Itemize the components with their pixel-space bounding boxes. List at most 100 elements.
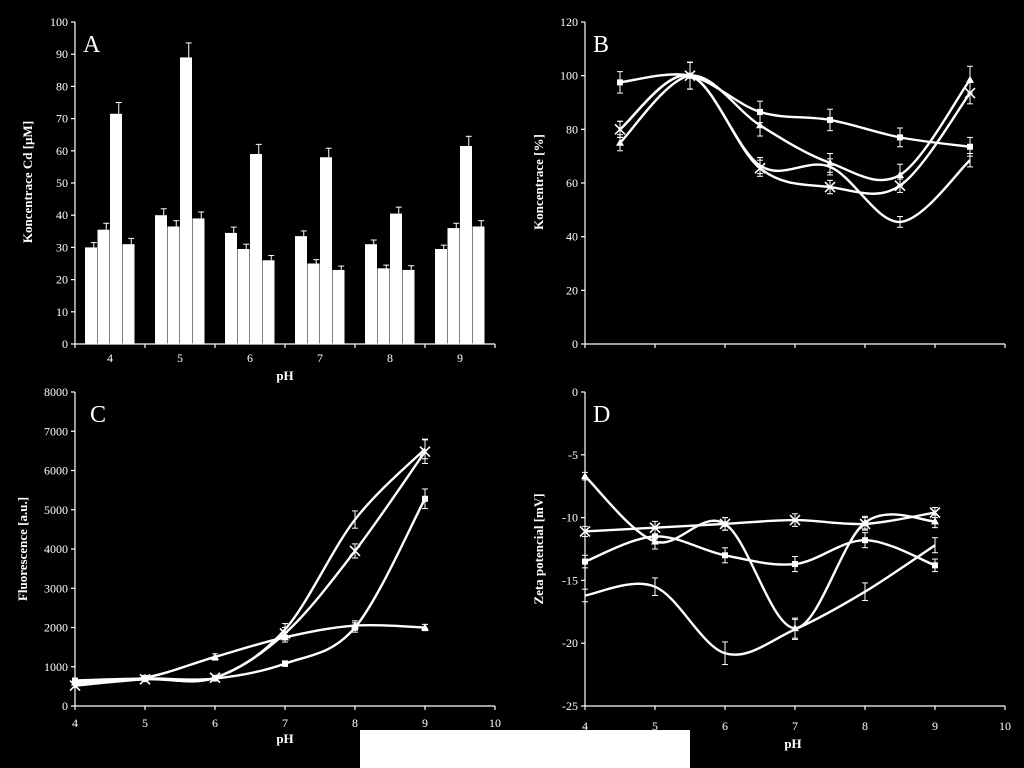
panel-d-xtick-label-1: 5 bbox=[652, 719, 658, 733]
panel-c-xlabel: pH bbox=[276, 731, 293, 746]
panel-b-series-2-point-4 bbox=[894, 180, 906, 192]
panel-d-series-2-point-2-stroke-2 bbox=[719, 518, 731, 530]
panel-d-series-2-point-0 bbox=[579, 525, 591, 537]
panel-d: D Zeta potencial [mV] pH -25 -20 -15 -10 -5 0… bbox=[531, 385, 1011, 751]
panel-b-ytick-label-6: 120 bbox=[560, 15, 578, 29]
panel-c-xtick-label-2: 6 bbox=[212, 716, 218, 730]
panel-d-series-2-point-5 bbox=[929, 507, 941, 519]
panel-a-bar-4-1 bbox=[377, 268, 390, 344]
panel-d-xlabel: pH bbox=[784, 736, 801, 751]
panel-a-bar-4-3 bbox=[402, 269, 415, 344]
panel-a-bar-5-3 bbox=[472, 226, 485, 344]
panel-a-bar-2-3 bbox=[262, 260, 275, 344]
panel-d-ylabel: Zeta potencial [mV] bbox=[531, 493, 546, 604]
panel-c-xtick-label-6: 10 bbox=[489, 716, 501, 730]
panel-a-ylabel: Koncentrace Cd [µM] bbox=[20, 121, 35, 243]
panel-c-xtick-label-0: 4 bbox=[72, 716, 78, 730]
panel-d-series-2-line bbox=[584, 511, 936, 533]
panel-d-series-1-point-5 bbox=[931, 517, 939, 525]
panel-d-ytick-label-3: -10 bbox=[562, 511, 578, 525]
panel-b-series-0-point-5 bbox=[967, 143, 973, 150]
panel-c-series-2-point-4-stroke-2 bbox=[349, 545, 361, 557]
panel-a-ytick-label-5: 50 bbox=[56, 176, 68, 190]
panel-b-series-1-point-2 bbox=[756, 121, 764, 129]
panel-c-series-1-point-5 bbox=[421, 623, 429, 631]
panel-c-series-1-point-4 bbox=[351, 621, 359, 629]
panel-c-xtick-label-5: 9 bbox=[422, 716, 428, 730]
panel-b-ytick-label-4: 80 bbox=[566, 122, 578, 136]
panel-d-ytick-label-4: -5 bbox=[568, 448, 578, 462]
panel-d-series-2-point-2 bbox=[719, 518, 731, 530]
panel-a-bar-0-3 bbox=[122, 244, 135, 344]
panel-d-series-2-point-0-stroke-2 bbox=[579, 525, 591, 537]
panel-d-ytick-label-5: 0 bbox=[572, 385, 578, 399]
panel-d-xtick-label-5: 9 bbox=[932, 719, 938, 733]
panel-b: B Koncentrace [%] 0 20 40 60 80 100 120 bbox=[531, 15, 1006, 351]
panel-a-plot: 0 10 20 30 40 50 60 70 80 90 100 4 5 6 7 8 9 bbox=[50, 15, 496, 365]
panel-a-bar-2-1 bbox=[237, 249, 250, 344]
panel-d-ytick-label-0: -25 bbox=[562, 699, 578, 713]
panel-d-series-1-line bbox=[584, 475, 936, 630]
panel-c-letter: C bbox=[90, 402, 106, 428]
panel-d-letter: D bbox=[593, 402, 610, 428]
panel-a-bar-3-0 bbox=[295, 236, 307, 344]
panel-c-ytick-label-0: 0 bbox=[62, 699, 68, 713]
panel-c-xtick-label-3: 7 bbox=[282, 716, 288, 730]
panel-a-letter: A bbox=[83, 32, 101, 58]
panel-a: A Koncentrace Cd [µM] pH 0 10 20 30 40 50 60 70… bbox=[20, 15, 496, 383]
panel-a-bar-1-1 bbox=[167, 226, 180, 344]
panel-b-series-1-line bbox=[619, 74, 971, 182]
panel-a-xtick-label-3: 7 bbox=[317, 351, 323, 365]
panel-a-bar-1-0 bbox=[155, 215, 167, 344]
panel-b-series-2-point-5-stroke-2 bbox=[964, 87, 976, 99]
panel-a-ytick-label-0: 0 bbox=[62, 337, 68, 351]
panel-d-series-1-point-1 bbox=[651, 537, 659, 545]
panel-d-series-2-point-1-stroke-2 bbox=[649, 522, 661, 534]
panel-d-ytick-label-1: -20 bbox=[562, 636, 578, 650]
panel-d-series-0-point-4 bbox=[862, 537, 868, 544]
panel-b-letter: B bbox=[593, 32, 609, 58]
panel-a-bar-1-3 bbox=[192, 218, 205, 344]
panel-a-bar-5-1 bbox=[447, 228, 460, 344]
panel-c-xtick-label-1: 5 bbox=[142, 716, 148, 730]
panel-d-series-2-point-4 bbox=[859, 518, 871, 530]
panel-b-series-0-point-3 bbox=[827, 116, 833, 123]
panel-a-xtick-label-0: 4 bbox=[107, 351, 113, 365]
panel-d-series-0-point-2 bbox=[722, 552, 728, 559]
panel-b-plot: 0 20 40 60 80 100 120 bbox=[560, 15, 1006, 351]
panel-c-series-1-point-2 bbox=[211, 652, 219, 660]
panel-a-bar-5-2 bbox=[460, 145, 472, 344]
panel-b-ytick-label-2: 40 bbox=[566, 230, 578, 244]
panel-b-series-1-point-4 bbox=[896, 170, 904, 178]
panel-d-series-0-point-3 bbox=[792, 561, 798, 568]
panel-a-ytick-label-7: 70 bbox=[56, 112, 68, 126]
panel-a-ytick-label-9: 90 bbox=[56, 47, 68, 61]
panel-c-ytick-label-8: 8000 bbox=[44, 385, 68, 399]
panel-d-series-0-line bbox=[584, 535, 936, 567]
panel-b-series-3-line bbox=[619, 74, 971, 224]
panel-b-series-1-point-5 bbox=[966, 75, 974, 83]
panel-b-series-0-point-4 bbox=[897, 134, 903, 141]
panel-b-ylabel: Koncentrace [%] bbox=[531, 134, 546, 230]
panel-b-series-0-point-0 bbox=[617, 79, 623, 86]
panel-a-bar-2-2 bbox=[250, 154, 262, 344]
panel-c-ytick-label-7: 7000 bbox=[44, 424, 68, 438]
panel-a-xtick-label-2: 6 bbox=[247, 351, 253, 365]
panel-a-bar-4-0 bbox=[365, 244, 377, 344]
panel-d-plot: -25 -20 -15 -10 -5 0 4 5 6 7 8 9 10 bbox=[562, 385, 1011, 733]
panel-c-series-0-point-3 bbox=[282, 660, 288, 667]
panel-a-ytick-label-6: 60 bbox=[56, 144, 68, 158]
panel-a-bar-0-2 bbox=[110, 113, 122, 345]
panel-b-ytick-label-5: 100 bbox=[560, 69, 578, 83]
panel-d-series-2-point-5-stroke-2 bbox=[929, 507, 941, 519]
panel-a-bar-2-0 bbox=[225, 232, 237, 344]
panel-c: C Fluorescence [a.u.] pH 0 1000 2000 3000 40… bbox=[15, 385, 501, 746]
panel-a-ytick-label-1: 10 bbox=[56, 305, 68, 319]
panel-d-series-2-point-3 bbox=[789, 514, 801, 526]
panel-c-ytick-label-5: 5000 bbox=[44, 503, 68, 517]
panel-b-ytick-label-3: 60 bbox=[566, 176, 578, 190]
panel-b-series-2-point-3 bbox=[824, 181, 836, 193]
panel-d-series-3-line bbox=[584, 544, 936, 656]
panel-d-xtick-label-4: 8 bbox=[862, 719, 868, 733]
